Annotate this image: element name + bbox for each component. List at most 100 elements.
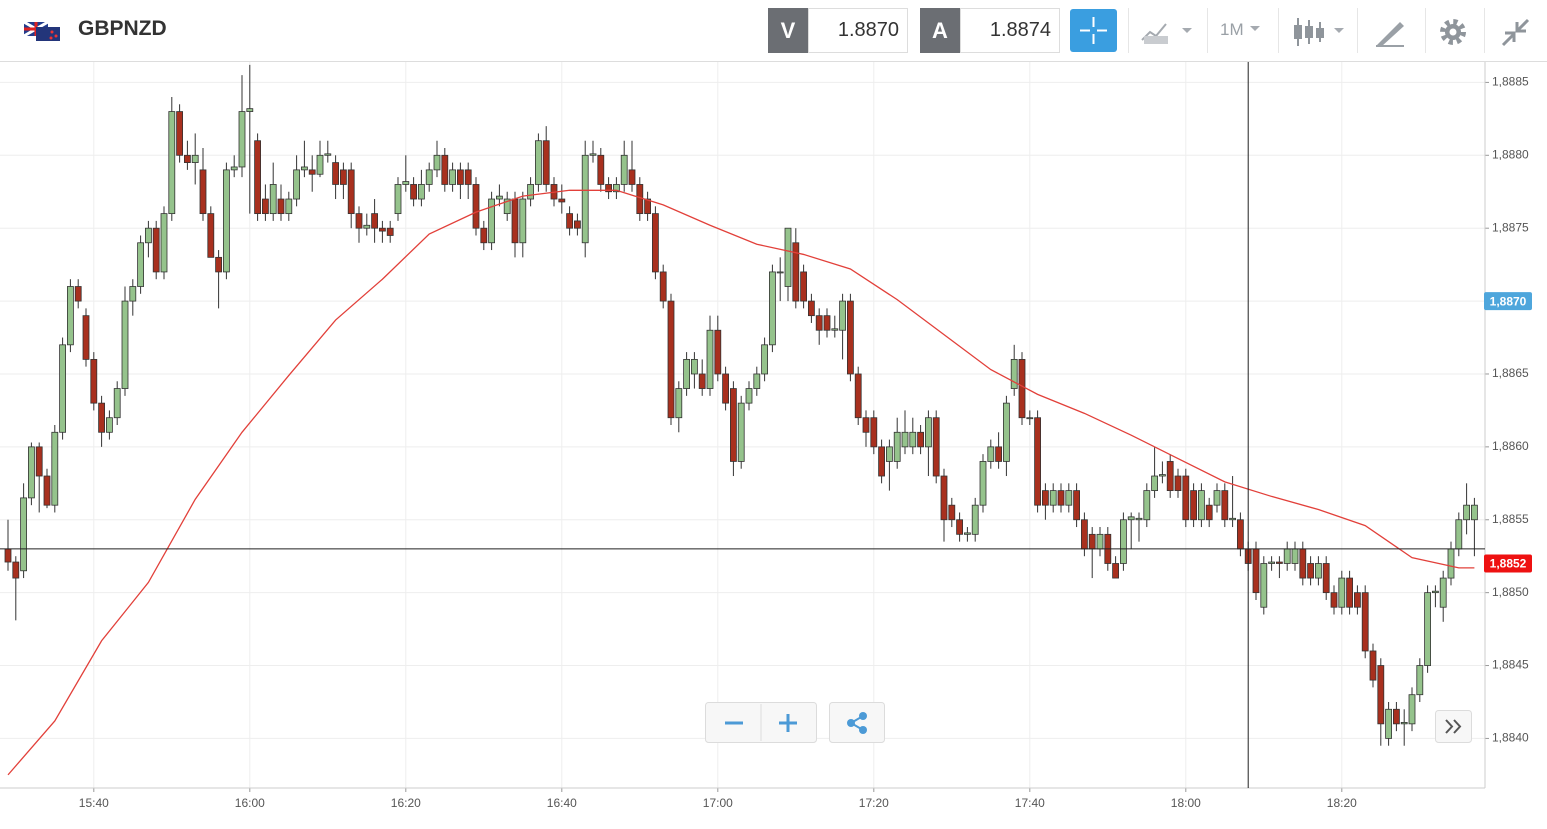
- candle: [917, 425, 924, 455]
- candle-body: [808, 300, 815, 317]
- candle: [909, 417, 917, 455]
- candle-body: [1400, 721, 1408, 725]
- candle-body: [1213, 490, 1221, 506]
- candle: [535, 133, 542, 192]
- candle: [1252, 541, 1260, 600]
- candle-body: [932, 417, 940, 477]
- candle: [1120, 512, 1127, 571]
- candle-body: [1447, 548, 1455, 579]
- candle-body: [1369, 650, 1377, 681]
- settings-button[interactable]: [1438, 17, 1468, 47]
- candle-body: [979, 461, 987, 506]
- candle-body: [1096, 533, 1104, 550]
- candle: [480, 220, 488, 251]
- candle: [90, 352, 98, 411]
- candle: [386, 220, 394, 243]
- candle-body: [464, 169, 472, 185]
- candle: [98, 395, 105, 447]
- candle-body: [254, 140, 262, 215]
- candle-body: [129, 286, 137, 302]
- candle: [886, 439, 893, 491]
- candle: [1330, 585, 1338, 615]
- candle-body: [363, 224, 371, 229]
- candle-body: [1439, 577, 1447, 608]
- candle-body: [776, 271, 784, 274]
- candle-body: [82, 315, 90, 360]
- candle-body: [106, 417, 113, 433]
- candle: [714, 315, 722, 382]
- candle-body: [1135, 517, 1143, 521]
- candle-body: [574, 220, 581, 229]
- candle-body: [652, 213, 659, 273]
- drawing-tool-button[interactable]: [1374, 18, 1408, 48]
- candle: [667, 293, 675, 425]
- crosshair-button[interactable]: [1070, 9, 1117, 52]
- candle-body: [893, 431, 901, 462]
- candle: [1151, 446, 1158, 498]
- candle: [581, 140, 589, 258]
- candle-body: [636, 184, 644, 215]
- y-tick-label: 1,8865: [1492, 366, 1529, 380]
- candle: [1346, 570, 1353, 615]
- candle-body: [519, 198, 527, 244]
- candle: [691, 352, 698, 389]
- candle-body: [542, 140, 550, 185]
- scroll-end-button[interactable]: [1435, 710, 1473, 744]
- share-button[interactable]: [847, 712, 867, 734]
- candle: [1439, 570, 1447, 622]
- candle: [332, 155, 340, 200]
- zoom-controls: [705, 702, 885, 743]
- candle: [402, 155, 410, 192]
- candle: [1307, 556, 1314, 586]
- candle-body: [1088, 533, 1096, 550]
- candle-body: [581, 154, 589, 244]
- ask-price[interactable]: 1.8874: [960, 8, 1060, 53]
- timeframe-button[interactable]: 1M: [1220, 20, 1244, 39]
- candle: [893, 417, 901, 469]
- candle-body: [113, 388, 121, 419]
- candle: [1432, 585, 1439, 608]
- candle-body: [433, 154, 441, 171]
- candle: [730, 381, 737, 477]
- candle-body: [386, 227, 394, 236]
- candle-body: [628, 169, 636, 185]
- collapse-button[interactable]: [1500, 17, 1532, 47]
- zoom-in[interactable]: [779, 714, 797, 732]
- candle: [1127, 512, 1135, 549]
- candle-body: [901, 431, 909, 448]
- candle: [222, 162, 230, 280]
- candle: [113, 381, 121, 425]
- candle-body: [347, 169, 355, 215]
- candle-body: [222, 169, 230, 273]
- candle: [644, 191, 651, 221]
- candle-type-button[interactable]: [1292, 16, 1348, 48]
- grid: [0, 62, 1485, 788]
- candle-body: [1315, 563, 1322, 579]
- candle-body: [27, 446, 35, 499]
- bid-price[interactable]: 1.8870: [808, 8, 908, 53]
- candle: [987, 439, 995, 469]
- candle: [51, 425, 59, 513]
- candle-body: [394, 184, 402, 215]
- candle: [628, 140, 636, 192]
- candle: [776, 257, 784, 302]
- candle: [558, 184, 566, 214]
- candle: [59, 337, 66, 440]
- candle-body: [1049, 490, 1057, 506]
- candle-body: [215, 256, 223, 273]
- candle: [347, 162, 355, 229]
- candle: [1276, 556, 1283, 579]
- candle: [472, 177, 480, 236]
- candle: [1166, 454, 1174, 498]
- candle: [527, 177, 534, 207]
- candle: [800, 264, 807, 309]
- candle-body: [90, 358, 98, 404]
- candle: [964, 527, 971, 542]
- candle: [1159, 461, 1166, 484]
- candle: [433, 140, 441, 178]
- candle-body: [402, 181, 410, 185]
- candle-body: [620, 154, 628, 185]
- x-tick-label: 17:20: [859, 796, 889, 810]
- chart-type-button[interactable]: [1140, 18, 1196, 46]
- y-tick-label: 1,8880: [1492, 147, 1529, 161]
